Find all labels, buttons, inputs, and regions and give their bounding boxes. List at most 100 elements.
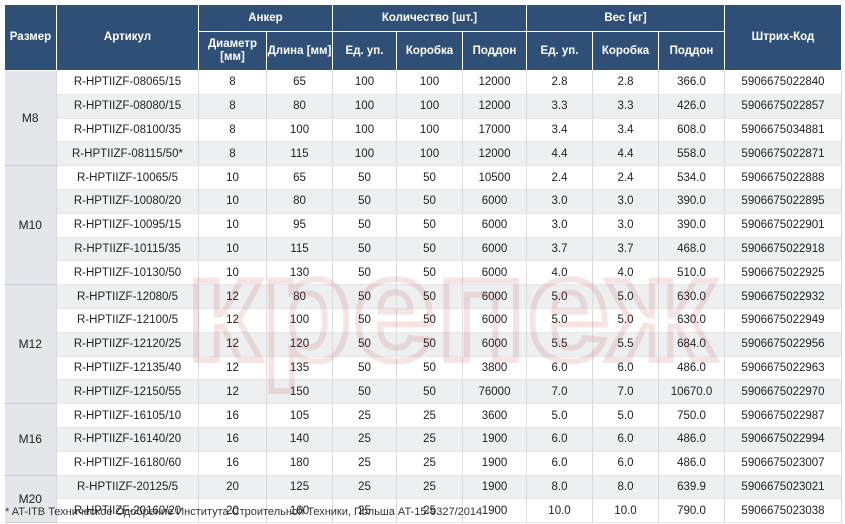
- length-cell: 115: [266, 237, 333, 262]
- diameter-cell: 20: [198, 498, 267, 524]
- diameter-cell: 10: [198, 213, 267, 238]
- weight-pallet-cell: 630.0: [658, 284, 725, 309]
- table-row: M10 R-HPTIIZF-10065/5 10 65 50 50 10500 2.4 2.4 5…: [4, 165, 842, 286]
- table-row: R-HPTIIZF-10130/50 10 130 50 50 6000 4.0 4.0 510…: [5, 260, 842, 286]
- weight-box-cell: 2.8: [592, 70, 659, 95]
- length-cell: 95: [266, 213, 333, 238]
- length-cell: 130: [266, 260, 333, 286]
- qty-box-cell: 50: [396, 165, 463, 190]
- weight-pallet-cell: 510.0: [658, 260, 725, 286]
- barcode-cell: 5906675022925: [724, 260, 842, 286]
- qty-pallet-cell: 6000: [462, 332, 527, 357]
- weight-unit-cell: 2.8: [526, 70, 593, 95]
- table-row: R-HPTIIZF-12100/5 12 100 50 50 6000 5.0 5.0 630.…: [5, 308, 842, 333]
- qty-pallet-cell: 17000: [462, 118, 527, 143]
- weight-unit-cell: 5.5: [526, 332, 593, 357]
- header-weight-box: Коробка: [592, 31, 659, 71]
- table-row: R-HPTIIZF-08080/15 8 80 100 100 12000 3.3 3.3 42…: [5, 94, 842, 119]
- qty-pallet-cell: 10500: [462, 165, 527, 190]
- weight-box-cell: 3.4: [592, 118, 659, 143]
- qty-box-cell: 50: [396, 308, 463, 333]
- qty-box-cell: 100: [396, 118, 463, 143]
- barcode-cell: 5906675023007: [724, 451, 842, 476]
- qty-pallet-cell: 3600: [462, 403, 527, 428]
- qty-unit-cell: 50: [332, 237, 397, 262]
- qty-unit-cell: 25: [332, 427, 397, 452]
- qty-box-cell: 50: [396, 356, 463, 381]
- barcode-cell: 5906675022857: [724, 94, 842, 119]
- header-weight: Вес [кг]: [526, 4, 725, 32]
- header-size: Размер: [4, 4, 57, 71]
- diameter-cell: 8: [198, 141, 267, 167]
- weight-unit-cell: 5.0: [526, 284, 593, 309]
- article-cell: R-HPTIIZF-16140/20: [56, 427, 199, 452]
- barcode-cell: 5906675023021: [724, 475, 842, 500]
- qty-unit-cell: 50: [332, 260, 397, 286]
- qty-box-cell: 50: [396, 332, 463, 357]
- length-cell: 180: [266, 451, 333, 476]
- qty-unit-cell: 100: [332, 70, 397, 95]
- diameter-cell: 12: [198, 356, 267, 381]
- weight-box-cell: 2.4: [592, 165, 659, 190]
- diameter-cell: 8: [198, 94, 267, 119]
- qty-box-cell: 50: [396, 189, 463, 214]
- qty-pallet-cell: 3800: [462, 356, 527, 381]
- qty-pallet-cell: 12000: [462, 70, 527, 95]
- size-cell: M16: [4, 403, 57, 476]
- barcode-cell: 5906675022987: [724, 403, 842, 428]
- qty-unit-cell: 25: [332, 475, 397, 500]
- article-cell: R-HPTIIZF-16105/10: [56, 403, 199, 428]
- qty-pallet-cell: 6000: [462, 308, 527, 333]
- weight-unit-cell: 3.7: [526, 237, 593, 262]
- qty-pallet-cell: 6000: [462, 260, 527, 286]
- weight-box-cell: 5.5: [592, 332, 659, 357]
- qty-unit-cell: 25: [332, 498, 397, 524]
- article-cell: R-HPTIIZF-12080/5: [56, 284, 199, 309]
- barcode-cell: 5906675022918: [724, 237, 842, 262]
- weight-pallet-cell: 426.0: [658, 94, 725, 119]
- article-cell: R-HPTIIZF-10080/20: [56, 189, 199, 214]
- qty-unit-cell: 50: [332, 308, 397, 333]
- weight-pallet-cell: 639.9: [658, 475, 725, 500]
- table-row: R-HPTIIZF-08115/50* 8 115 100 100 12000 4.4 4.4…: [5, 141, 842, 167]
- qty-unit-cell: 100: [332, 94, 397, 119]
- table-row: R-HPTIIZF-10080/20 10 80 50 50 6000 3.0 3.0 390.…: [5, 189, 842, 214]
- qty-pallet-cell: 6000: [462, 284, 527, 309]
- weight-box-cell: 3.0: [592, 213, 659, 238]
- article-cell: R-HPTIIZF-12120/25: [56, 332, 199, 357]
- weight-pallet-cell: 534.0: [658, 165, 725, 190]
- table-row: R-HPTIIZF-16140/20 16 140 25 25 1900 6.0 6.0 486…: [5, 427, 842, 452]
- table-row: M8 R-HPTIIZF-08065/15 8 65 100 100 12000 2.8 2.8…: [4, 70, 842, 167]
- weight-unit-cell: 2.4: [526, 165, 593, 190]
- qty-unit-cell: 50: [332, 189, 397, 214]
- article-cell: R-HPTIIZF-10115/35: [56, 237, 199, 262]
- qty-box-cell: 25: [396, 498, 463, 524]
- diameter-cell: 10: [198, 260, 267, 286]
- barcode-cell: 5906675022901: [724, 213, 842, 238]
- article-cell: R-HPTIIZF-08080/15: [56, 94, 199, 119]
- table-row: R-HPTIIZF-16180/60 16 180 25 25 1900 6.0 6.0 486…: [5, 451, 842, 476]
- barcode-cell: 5906675022895: [724, 189, 842, 214]
- header-weight-pallet: Поддон: [658, 31, 725, 71]
- qty-pallet-cell: 6000: [462, 189, 527, 214]
- weight-unit-cell: 6.0: [526, 356, 593, 381]
- article-cell: R-HPTIIZF-20125/5: [56, 475, 199, 500]
- length-cell: 80: [266, 94, 333, 119]
- length-cell: 160: [266, 498, 333, 524]
- diameter-cell: 8: [198, 70, 267, 95]
- size-cell: M8: [4, 70, 57, 167]
- article-cell: R-HPTIIZF-12135/40: [56, 356, 199, 381]
- barcode-cell: 5906675022949: [724, 308, 842, 333]
- header-quantity: Количество [шт.]: [332, 4, 527, 32]
- table-row: R-HPTIIZF-10095/15 10 95 50 50 6000 3.0 3.0 390.…: [5, 213, 842, 238]
- weight-unit-cell: 7.0: [526, 379, 593, 405]
- weight-pallet-cell: 486.0: [658, 451, 725, 476]
- article-cell: R-HPTIIZF-10095/15: [56, 213, 199, 238]
- barcode-cell: 5906675034881: [724, 118, 842, 143]
- weight-unit-cell: 6.0: [526, 427, 593, 452]
- weight-pallet-cell: 486.0: [658, 356, 725, 381]
- length-cell: 65: [266, 165, 333, 190]
- barcode-cell: 5906675022932: [724, 284, 842, 309]
- diameter-cell: 10: [198, 165, 267, 190]
- length-cell: 100: [266, 118, 333, 143]
